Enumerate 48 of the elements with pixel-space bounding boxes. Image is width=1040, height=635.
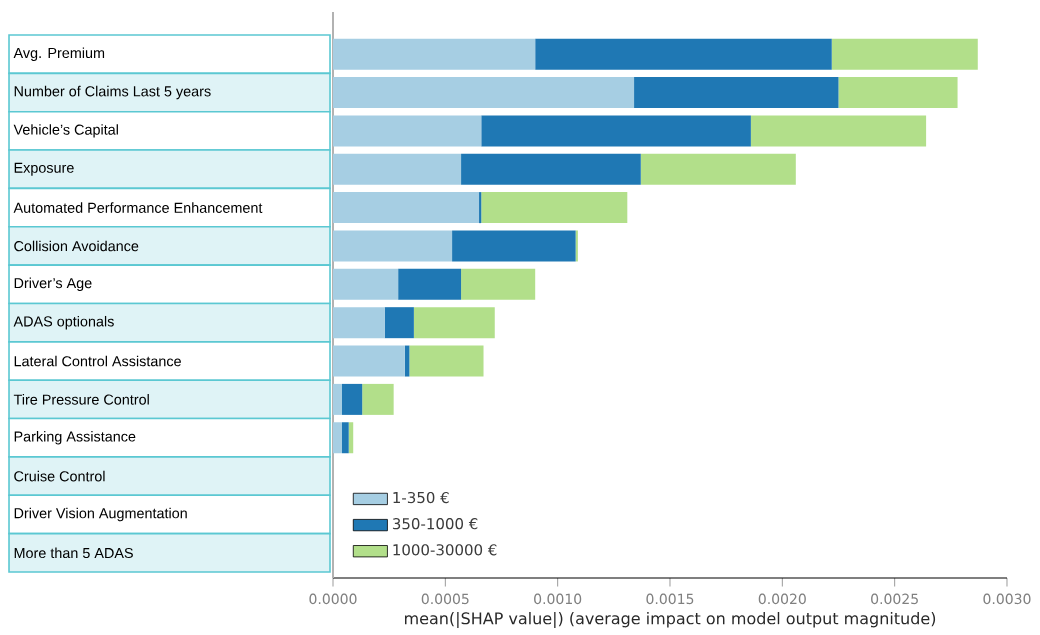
y-tick-label: Vehicle’s Capital (13, 124, 118, 138)
y-tick-label: More than 5 ADAS (14, 547, 133, 559)
y-tick-label: Lateral Control Assistance (14, 355, 181, 367)
y-tick-label: Tire Pressure Control (13, 394, 149, 405)
y-tick-label: Driver Vision Augmentation (14, 507, 187, 522)
bar (398, 269, 462, 301)
bar (634, 77, 839, 109)
bar (838, 77, 958, 109)
bar (333, 269, 399, 301)
y-tick-label: Number of Claims Last 5 years (14, 86, 211, 100)
x-tick-label: 0.0020 (758, 593, 806, 605)
bar (481, 192, 628, 224)
legend-label: 1-350 € (393, 492, 449, 504)
bar (640, 153, 796, 185)
y-tick-label: ADAS optionals (13, 316, 114, 330)
x-tick-label: 0.0005 (421, 593, 469, 605)
bar (535, 38, 832, 70)
x-tick-label: 0.0025 (871, 593, 918, 605)
bar (333, 384, 342, 416)
bar (461, 269, 536, 301)
y-tick-label: Cruise Control (14, 471, 105, 482)
x-tick-label: 0.0015 (646, 593, 694, 605)
y-tick-label: Automated Performance Enhancement (13, 202, 263, 214)
bar (750, 115, 927, 147)
bar (409, 345, 484, 377)
y-tick-label: Collision Avoidance (14, 240, 139, 252)
y-tick-label: Parking Assistance (14, 431, 136, 445)
bar (333, 422, 342, 454)
bar (362, 384, 394, 416)
bar (341, 384, 363, 416)
x-tick-label: 0.0030 (983, 593, 1031, 605)
bar (413, 307, 495, 339)
y-tick-label: Exposure (14, 163, 74, 176)
legend-label: 1000-30000 € (393, 544, 497, 556)
legend-label: 350-1000 € (392, 518, 478, 530)
bar (461, 153, 641, 185)
bar (452, 230, 576, 262)
bar (333, 345, 405, 377)
x-tick-label: 0.0000 (309, 593, 357, 605)
bar (341, 422, 349, 454)
bar (831, 38, 978, 70)
bar (481, 115, 751, 147)
bar (384, 307, 414, 339)
bar (333, 307, 385, 339)
x-tick-label: 0.0010 (534, 593, 582, 605)
y-tick-label: Avg. Premium (13, 47, 105, 62)
y-tick-label: Driver’s Age (14, 277, 92, 292)
x-axis-title: mean(|SHAP value|) (average impact on model output magnitude) (405, 612, 936, 629)
